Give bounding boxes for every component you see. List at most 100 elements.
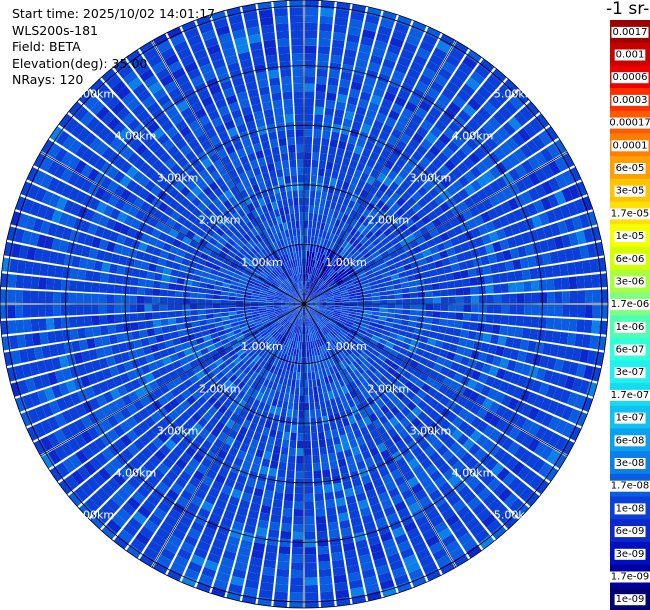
ray-gate [385,480,397,492]
ray-gate [482,424,495,438]
ray-gate [439,318,448,327]
ray-gate [365,332,374,339]
ray-gate [307,334,310,342]
ray-gate [396,232,406,242]
ray-gate [482,101,497,116]
ray-gate [305,273,308,282]
ray-gate [540,196,552,211]
ray-gate [304,98,314,107]
ray-gate [370,502,383,514]
ray-gate [234,192,243,202]
ray-gate [227,250,237,259]
ray-gate [288,304,297,307]
ray-gate [422,248,432,258]
ray-gate [512,209,524,222]
ray-gate [462,157,475,170]
ray-gate [283,500,293,509]
ray-gate [319,446,328,456]
ray-gate [290,569,303,578]
ray-gate [448,304,456,312]
ray-gate [452,135,465,148]
ray-gate [524,352,535,365]
ray-gate [412,229,423,239]
ray-gate [103,131,117,146]
ray-gate [465,457,479,470]
ray-gate [259,312,268,316]
ray-gate [101,262,111,273]
ray-gate [334,244,341,253]
ray-gate [321,461,330,471]
ray-gate [252,200,261,209]
ray-gate [288,355,293,364]
ray-gate [238,172,248,182]
ray-gate [175,317,184,324]
ray-gate [94,408,107,422]
ray-gate [95,487,110,503]
ray-gate [297,433,304,441]
ray-gate [236,416,245,426]
ray-gate [293,325,297,333]
ray-gate [306,281,309,290]
ray-gate [568,361,579,376]
ray-gate [38,277,47,290]
ray-gate [239,236,248,245]
ray-gate [144,180,156,192]
ray-gate [541,164,555,179]
ray-gate [354,318,363,323]
ray-gate [523,123,537,138]
ray-gate [353,387,362,396]
ray-gate [370,429,380,440]
ray-gate [408,568,424,581]
ray-gate [395,157,407,169]
ray-gate [341,385,349,395]
ray-gate [291,562,304,570]
ray-gate [359,189,369,199]
ray-gate [220,442,231,453]
ray-gate [177,548,192,561]
ray-gate [287,287,294,294]
ray-gate [223,398,233,409]
ray-gate [369,353,378,362]
ray-gate [271,398,279,407]
ray-gate [323,315,331,321]
ray-gate [228,311,237,316]
ray-gate [194,269,203,277]
ray-gate [334,108,345,118]
ray-gate [335,323,344,329]
ray-gate [334,16,349,27]
ray-gate [133,157,146,170]
ray-gate [0,305,8,319]
ray-gate [194,331,203,339]
ray-gate [308,310,313,317]
ray-gate [302,311,304,320]
ray-gate [183,316,192,323]
ray-gate [251,236,260,245]
ray-gate [464,184,476,196]
ray-gate [326,278,334,285]
ray-gate [304,296,306,304]
ray-gate [423,323,432,331]
ray-gate [273,280,281,286]
ray-gate [337,403,345,413]
ray-gate [422,33,438,47]
ray-gate [433,457,446,469]
ray-gate [292,317,297,325]
ray-gate [360,248,369,256]
ray-gate [229,314,237,320]
ray-gate [422,393,433,404]
ray-gate [209,349,219,357]
ray-gate [170,482,184,495]
ray-gate [145,428,157,441]
ray-gate [581,334,592,349]
ray-gate [318,308,326,311]
ray-gate [259,385,267,395]
ray-gate [316,322,322,330]
ray-gate [199,282,208,289]
ray-gate [34,187,47,203]
ray-gate [132,511,147,525]
colorbar-tick-label: 1.7e-05 [611,208,649,219]
ray-gate [301,258,304,266]
ray-gate [337,195,345,205]
ray-gate [210,427,221,438]
ray-gate [351,120,363,131]
